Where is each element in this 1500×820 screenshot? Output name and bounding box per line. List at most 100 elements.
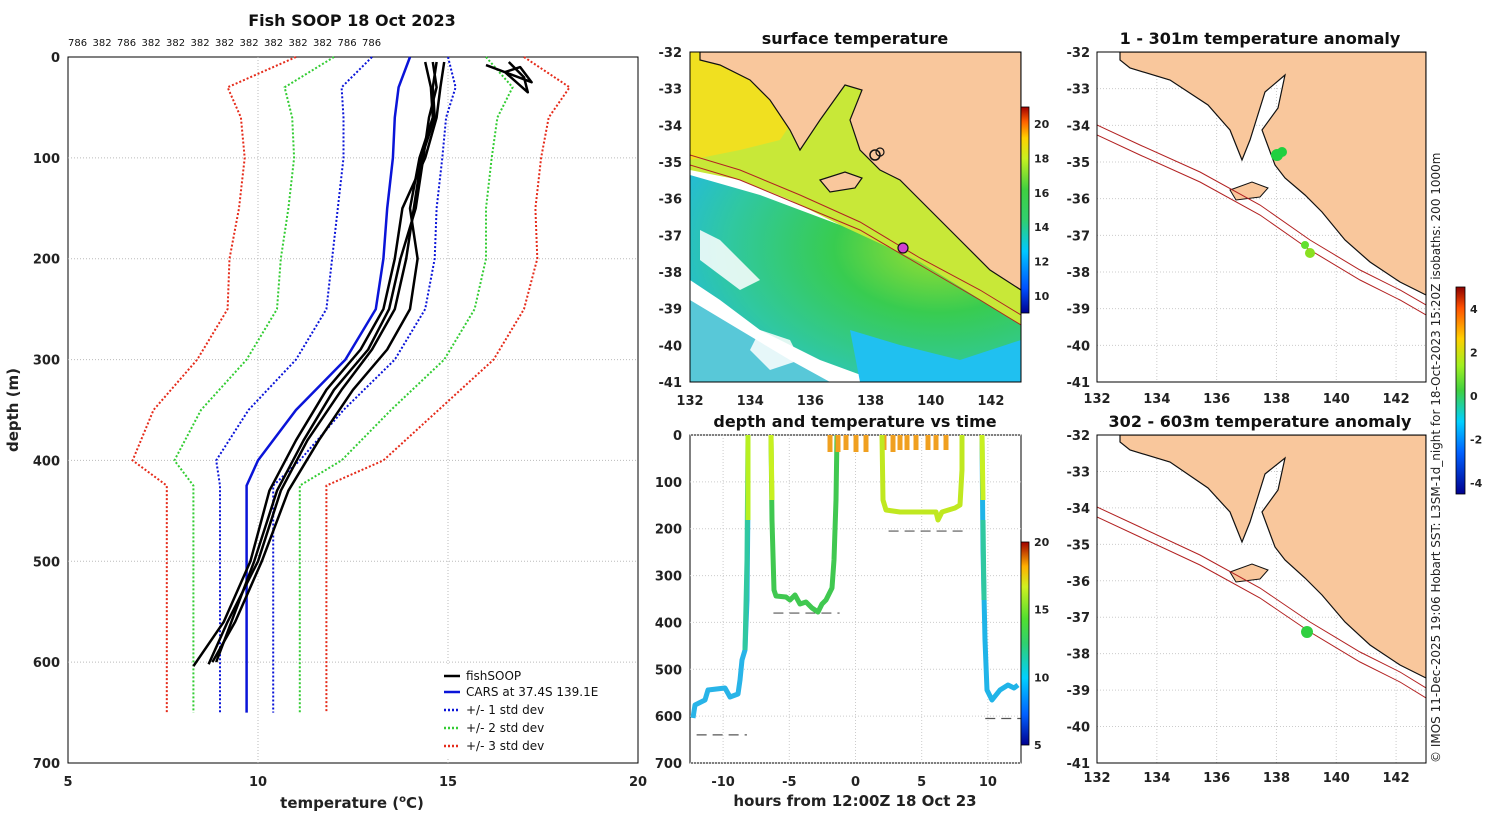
cast-id-label: 786: [362, 38, 381, 49]
colorbar-tick: -2: [1470, 434, 1482, 447]
legend-cars: CARS at 37.4S 139.1E: [466, 685, 598, 699]
anomaly-shallow-land: [1119, 52, 1426, 296]
sst-map-title: surface temperature: [762, 29, 949, 48]
sst-colorbar-ticks: 10 12 14 16 18 20: [1034, 118, 1050, 303]
depth-time-x-label: hours from 12:00Z 18 Oct 23: [733, 792, 976, 810]
anomaly-shallow-x-ticks: 132 134 136 138 140 142: [1083, 392, 1409, 407]
profile-panel: Fish SOOP 18 Oct 2023 786 382 786 382 382 382…: [4, 11, 647, 812]
sst-shelf-field: [690, 175, 1021, 382]
map-y-tick: -37: [1067, 229, 1091, 244]
map-y-tick: -32: [1067, 429, 1091, 444]
depth-time-title: depth and temperature vs time: [713, 412, 996, 431]
map-y-tick: -32: [659, 46, 683, 61]
profile-legend: fishSOOP CARS at 37.4S 139.1E +/- 1 std …: [438, 664, 624, 758]
colorbar-tick: 10: [1034, 671, 1050, 684]
sst-map-panel: surface temperature 132 134 136 138 140 142 -…: [659, 29, 1050, 409]
y-tick-label: 400: [655, 616, 682, 631]
map-y-tick: -33: [1067, 465, 1091, 480]
y-tick-label: 200: [33, 253, 60, 268]
map-x-tick: 134: [1143, 771, 1170, 786]
map-x-tick: 134: [737, 394, 764, 409]
sst-cool-southeast: [850, 330, 1021, 382]
anomaly-deep-land: [1119, 435, 1426, 679]
map-y-tick: -40: [1067, 339, 1091, 354]
anomaly-shallow-isobath-1000: [1097, 134, 1426, 316]
sst-isobath-200: [690, 154, 1021, 316]
map-y-tick: -33: [659, 83, 683, 98]
colorbar-tick: 20: [1034, 536, 1050, 549]
map-y-tick: -35: [1067, 538, 1091, 553]
map-y-tick: -35: [1067, 156, 1091, 171]
anomaly-shallow-island: [1229, 181, 1269, 201]
colorbar-tick: 12: [1034, 256, 1049, 269]
map-y-tick: -38: [659, 266, 683, 281]
map-y-tick: -34: [659, 119, 683, 134]
map-x-tick: 140: [1323, 392, 1350, 407]
anomaly-shallow-title: 1 - 301m temperature anomaly: [1120, 29, 1401, 48]
y-tick-label: 200: [655, 523, 682, 538]
map-x-tick: 132: [1083, 771, 1110, 786]
map-y-tick: -39: [659, 303, 683, 318]
sst-colorbar: [1020, 106, 1030, 314]
colorbar-tick: 10: [1034, 290, 1050, 303]
legend-std3: +/- 3 std dev: [466, 739, 544, 753]
sst-cloud-gap: [750, 330, 800, 370]
map-x-tick: 138: [1263, 392, 1290, 407]
x-tick-label: 10: [979, 775, 997, 790]
y-tick-label: 500: [655, 663, 682, 678]
y-tick-label: 700: [655, 757, 682, 772]
std1-lower: [215, 56, 373, 713]
anomaly-shallow-isobath-200: [1097, 124, 1426, 306]
cast-id-label: 382: [142, 38, 161, 49]
sst-isobath-1000: [690, 164, 1021, 326]
map-y-tick: -32: [1067, 46, 1091, 61]
x-tick-label: 10: [249, 775, 267, 790]
anomaly-deep-x-ticks: 132 134 136 138 140 142: [1083, 771, 1409, 786]
x-tick-label: 5: [63, 775, 72, 790]
map-y-tick: -37: [659, 229, 683, 244]
legend-fishsoop: fishSOOP: [466, 669, 521, 683]
cast-id-label: 382: [166, 38, 185, 49]
colorbar-tick: 0: [1470, 390, 1478, 403]
map-x-tick: 132: [676, 394, 703, 409]
sst-x-ticks: 132 134 136 138 140 142: [676, 394, 1004, 409]
anomaly-deep-axes: [1096, 434, 1427, 764]
colorbar-tick: 5: [1034, 739, 1042, 752]
fishsoop-cast-3: [215, 61, 438, 663]
anomaly-point: [1277, 147, 1287, 157]
map-y-tick: -39: [1067, 303, 1091, 318]
cast-id-label: 382: [215, 38, 234, 49]
map-y-tick: -33: [1067, 83, 1091, 98]
map-y-tick: -36: [1067, 193, 1091, 208]
colorbar-tick: 4: [1470, 303, 1478, 316]
map-x-tick: 138: [857, 394, 884, 409]
cast-id-label: 786: [68, 38, 87, 49]
sst-cast-marker-shelf: [897, 242, 909, 254]
x-tick-label: 20: [629, 775, 647, 790]
profile-y-label: depth (m): [4, 368, 22, 452]
legend-std1: +/- 1 std dev: [466, 703, 544, 717]
map-x-tick: 142: [1383, 392, 1410, 407]
legend-box: [438, 664, 624, 758]
y-tick-label: 300: [655, 570, 682, 585]
map-x-tick: 140: [1323, 771, 1350, 786]
dive-trace-2-top: [768, 435, 775, 501]
depth-time-axes: [689, 434, 1022, 764]
profile-series: [131, 56, 572, 713]
map-y-tick: -36: [1067, 575, 1091, 590]
x-tick-label: -5: [782, 775, 796, 790]
anomaly-deep-y-ticks: -32 -33 -34 -35 -36 -37 -38 -39 -40 -41: [1067, 429, 1091, 772]
legend-std2: +/- 2 std dev: [466, 721, 544, 735]
anomaly-deep-island: [1229, 563, 1269, 583]
anomaly-deep-panel: 302 - 603m temperature anomaly 132 134 136…: [1067, 412, 1427, 786]
map-y-tick: -41: [1067, 757, 1091, 772]
anomaly-deep-point: [1301, 626, 1313, 638]
dive-trace-4-top: [979, 435, 986, 501]
y-tick-label: 300: [33, 354, 60, 369]
y-tick-label: 0: [51, 51, 60, 66]
y-tick-label: 500: [33, 555, 60, 570]
sst-y-ticks: -32 -33 -34 -35 -36 -37 -38 -39 -40 -41: [659, 46, 683, 391]
map-x-tick: 142: [977, 394, 1004, 409]
anomaly-deep-title: 302 - 603m temperature anomaly: [1109, 412, 1412, 431]
map-y-tick: -40: [659, 339, 683, 354]
